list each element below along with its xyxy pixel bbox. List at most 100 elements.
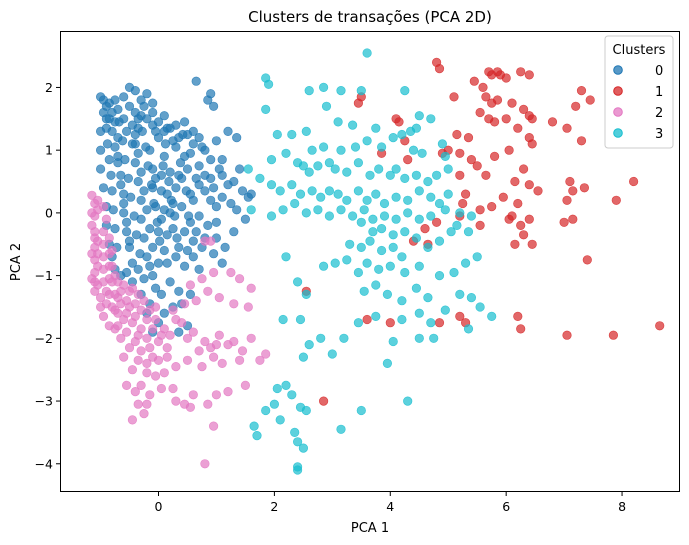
scatter-point-cluster-3 bbox=[432, 170, 442, 180]
scatter-point-cluster-2 bbox=[188, 327, 198, 337]
scatter-point-cluster-0 bbox=[177, 202, 187, 212]
scatter-point-cluster-0 bbox=[194, 180, 204, 190]
scatter-point-cluster-0 bbox=[113, 104, 123, 114]
scatter-point-cluster-0 bbox=[200, 186, 210, 196]
scatter-point-cluster-1 bbox=[608, 330, 619, 340]
scatter-point-cluster-0 bbox=[133, 264, 143, 274]
scatter-point-cluster-0 bbox=[174, 170, 184, 180]
scatter-point-cluster-2 bbox=[165, 330, 175, 340]
scatter-point-cluster-0 bbox=[185, 289, 195, 300]
scatter-point-cluster-3 bbox=[379, 211, 390, 221]
scatter-point-cluster-3 bbox=[342, 167, 352, 177]
scatter-point-cluster-0 bbox=[131, 230, 142, 240]
y-tick-label: −1 bbox=[35, 268, 53, 283]
scatter-point-cluster-1 bbox=[518, 230, 529, 240]
scatter-point-cluster-2 bbox=[188, 390, 198, 400]
scatter-point-cluster-2 bbox=[153, 355, 164, 365]
scatter-point-cluster-1 bbox=[562, 330, 572, 340]
scatter-point-cluster-0 bbox=[162, 230, 172, 240]
scatter-point-cluster-3 bbox=[293, 465, 303, 475]
scatter-point-cluster-3 bbox=[414, 261, 424, 271]
scatter-point-cluster-1 bbox=[527, 114, 537, 124]
scatter-point-cluster-0 bbox=[235, 164, 245, 174]
scatter-point-cluster-3 bbox=[290, 427, 300, 438]
scatter-point-cluster-0 bbox=[194, 161, 204, 171]
scatter-point-cluster-1 bbox=[513, 123, 523, 133]
scatter-point-cluster-3 bbox=[423, 242, 433, 252]
scatter-point-cluster-0 bbox=[133, 148, 143, 158]
scatter-point-cluster-3 bbox=[374, 164, 384, 174]
x-tick-label: 2 bbox=[270, 499, 278, 514]
scatter-point-cluster-1 bbox=[513, 311, 523, 322]
scatter-point-cluster-0 bbox=[171, 183, 181, 193]
x-tick-label: 6 bbox=[502, 499, 510, 514]
scatter-point-cluster-3 bbox=[362, 195, 372, 205]
scatter-point-cluster-2 bbox=[127, 415, 137, 425]
x-axis-label: PCA 1 bbox=[351, 521, 389, 536]
scatter-point-cluster-0 bbox=[171, 120, 181, 130]
legend-label-cluster-2: 2 bbox=[655, 106, 663, 121]
scatter-point-cluster-0 bbox=[110, 224, 120, 234]
scatter-point-cluster-1 bbox=[504, 145, 514, 155]
scatter-point-cluster-3 bbox=[261, 104, 271, 114]
scatter-point-cluster-1 bbox=[533, 186, 543, 196]
scatter-point-cluster-2 bbox=[130, 387, 140, 397]
scatter-point-cluster-0 bbox=[182, 164, 193, 174]
scatter-point-cluster-0 bbox=[194, 133, 204, 143]
scatter-point-cluster-3 bbox=[403, 396, 413, 406]
scatter-point-cluster-0 bbox=[119, 114, 129, 124]
scatter-point-cluster-3 bbox=[301, 208, 311, 218]
scatter-point-cluster-2 bbox=[136, 346, 146, 356]
scatter-point-cluster-1 bbox=[394, 117, 404, 127]
scatter-point-cluster-3 bbox=[321, 101, 332, 111]
scatter-point-cluster-0 bbox=[121, 227, 132, 237]
scatter-point-cluster-0 bbox=[129, 211, 139, 221]
scatter-point-cluster-0 bbox=[133, 123, 143, 133]
y-tick-label: −4 bbox=[35, 456, 53, 471]
scatter-point-cluster-2 bbox=[107, 245, 117, 256]
scatter-point-cluster-3 bbox=[295, 314, 306, 325]
scatter-point-cluster-0 bbox=[153, 117, 164, 127]
scatter-point-cluster-3 bbox=[330, 258, 340, 268]
scatter-point-cluster-3 bbox=[313, 205, 323, 215]
scatter-point-cluster-0 bbox=[159, 308, 169, 318]
scatter-point-cluster-2 bbox=[142, 358, 152, 369]
scatter-point-cluster-2 bbox=[90, 277, 100, 287]
scatter-point-cluster-2 bbox=[229, 299, 239, 309]
scatter-point-cluster-3 bbox=[353, 186, 364, 196]
scatter-point-cluster-2 bbox=[121, 327, 132, 337]
scatter-point-cluster-0 bbox=[135, 249, 145, 259]
scatter-point-cluster-0 bbox=[156, 289, 166, 300]
scatter-point-cluster-3 bbox=[333, 117, 343, 127]
scatter-point-cluster-3 bbox=[365, 236, 375, 246]
scatter-point-cluster-2 bbox=[139, 409, 149, 419]
scatter-point-cluster-1 bbox=[628, 176, 639, 187]
scatter-point-cluster-3 bbox=[342, 255, 352, 265]
scatter-point-cluster-0 bbox=[165, 277, 175, 287]
scatter-point-cluster-0 bbox=[159, 151, 169, 161]
scatter-point-cluster-2 bbox=[185, 280, 195, 290]
scatter-point-cluster-3 bbox=[266, 180, 277, 190]
scatter-point-cluster-2 bbox=[93, 249, 103, 259]
scatter-point-cluster-3 bbox=[319, 261, 329, 271]
scatter-point-cluster-3 bbox=[371, 280, 381, 290]
scatter-point-cluster-1 bbox=[518, 164, 529, 174]
scatter-point-cluster-0 bbox=[223, 126, 233, 136]
scatter-point-cluster-0 bbox=[206, 195, 216, 205]
scatter-point-cluster-3 bbox=[426, 192, 436, 202]
scatter-point-cluster-2 bbox=[246, 333, 256, 343]
scatter-point-cluster-2 bbox=[255, 355, 265, 365]
scatter-point-cluster-3 bbox=[487, 311, 497, 322]
scatter-point-cluster-3 bbox=[426, 114, 436, 124]
scatter-point-cluster-2 bbox=[223, 387, 233, 397]
scatter-point-cluster-0 bbox=[142, 89, 152, 99]
scatter-point-cluster-2 bbox=[182, 355, 193, 365]
scatter-point-cluster-0 bbox=[159, 111, 169, 121]
scatter-point-cluster-0 bbox=[160, 139, 171, 149]
scatter-point-cluster-1 bbox=[568, 186, 578, 196]
scatter-point-cluster-2 bbox=[151, 314, 161, 325]
scatter-point-cluster-2 bbox=[237, 346, 248, 356]
scatter-point-cluster-3 bbox=[269, 399, 280, 409]
legend-marker-cluster-3 bbox=[613, 128, 623, 138]
